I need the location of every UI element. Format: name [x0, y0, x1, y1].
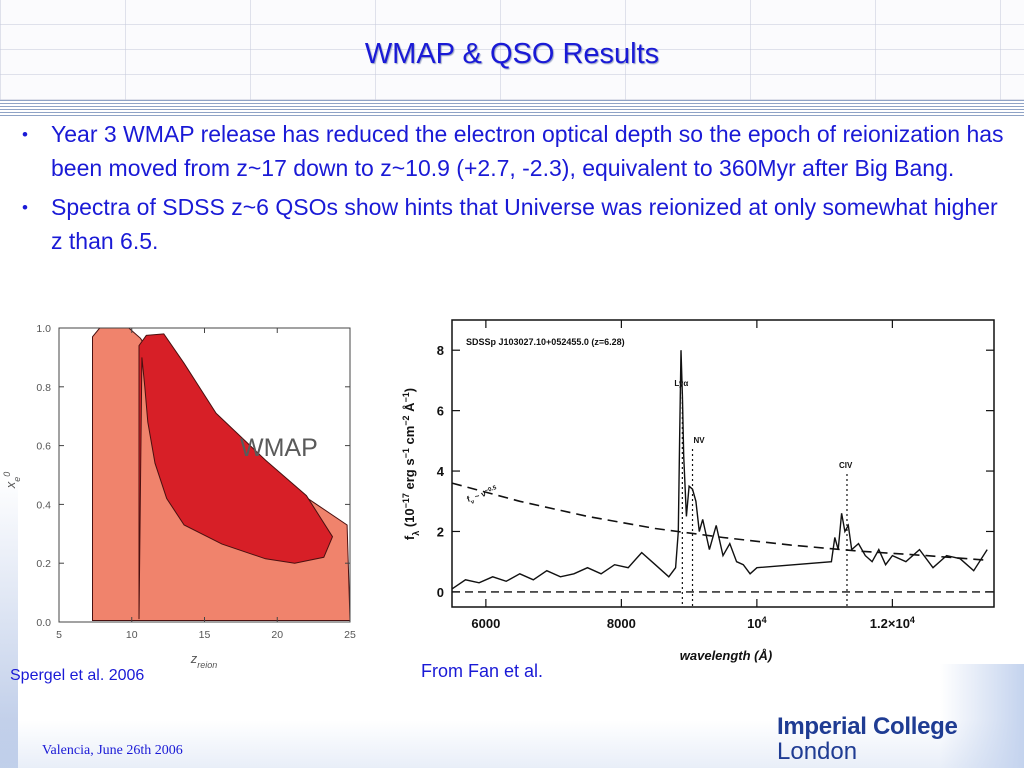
qso-spectrum-chart: 6000 8000 104 1.2×104 0 2 4 6 8 Lyα NV CIV SDSSp J…: [401, 319, 995, 663]
spectrum-x-axis-label: wavelength (Å): [680, 648, 772, 663]
bullet-text: Year 3 WMAP release has reduced the elec…: [51, 121, 1004, 181]
header-divider: [0, 100, 1024, 116]
spectrum-title: SDSSp J103027.10+052455.0 (z=6.28): [466, 337, 625, 347]
spectrum-frame: [451, 319, 995, 608]
x-tick-label: 8000: [607, 616, 636, 631]
y-tick-label: 0.2: [36, 558, 51, 570]
y-tick-label: 0: [437, 585, 444, 600]
footer-date: Valencia, June 26th 2006: [42, 743, 183, 758]
y-tick-label: 0.0: [36, 617, 51, 629]
x-tick-label: 15: [199, 629, 211, 641]
logo-line-1: Imperial College: [777, 713, 958, 740]
y-tick-label: 0.4: [36, 499, 51, 511]
y-tick-label: 8: [437, 343, 444, 358]
emission-line-label: CIV: [839, 461, 853, 470]
bullet-item: • Spectra of SDSS z~6 QSOs show hints th…: [22, 191, 1007, 258]
x-tick-label: 6000: [471, 616, 500, 631]
footer-background: [0, 720, 1024, 768]
y-tick-label: 6: [437, 404, 444, 419]
slide-title: WMAP & QSO Results: [364, 38, 660, 70]
bullet-icon: •: [22, 125, 28, 144]
emission-line-label: Lyα: [674, 379, 688, 388]
y-tick-label: 2: [437, 524, 444, 539]
bullet-text: Spectra of SDSS z~6 QSOs show hints that…: [51, 194, 998, 254]
spectrum-y-axis-label: fλ (10−17 erg s−1 cm−2 Å−1): [401, 388, 421, 540]
emission-line-label: NV: [694, 436, 706, 445]
wmap-annotation: WMAP: [240, 434, 318, 462]
x-tick-label: 104: [747, 615, 766, 631]
x-tick-label: 1.2×104: [870, 615, 915, 631]
wmap-contour-chart: 5 10 15 20 25 0.0 0.2 0.4 0.6 0.8 1.0 xe0 zreion: [2, 323, 356, 668]
x-tick-label: 10: [126, 629, 138, 641]
x-tick-label: 20: [271, 629, 283, 641]
wmap-caption: Spergel et al. 2006: [10, 667, 145, 684]
bullet-list: • Year 3 WMAP release has reduced the el…: [22, 118, 1007, 264]
imperial-college-logo: Imperial College London: [777, 714, 958, 764]
y-tick-label: 0.8: [36, 382, 51, 394]
x-tick-label: 5: [56, 629, 62, 641]
x-tick-label: 25: [344, 629, 356, 641]
flux-series-line: [451, 350, 988, 590]
left-decoration: [0, 116, 18, 768]
y-tick-label: 0.6: [36, 441, 51, 453]
y-tick-label: 1.0: [36, 323, 51, 335]
wmap-x-axis-label: zreion: [190, 651, 218, 668]
contour-region-inner: [138, 333, 334, 620]
corner-decoration: [940, 664, 1024, 768]
bullet-icon: •: [22, 198, 28, 217]
spectrum-caption: From Fan et al.: [421, 661, 544, 681]
wmap-y-axis-label: xe0: [2, 472, 22, 490]
y-tick-label: 4: [437, 464, 445, 479]
header-background: [0, 0, 1024, 100]
bullet-item: • Year 3 WMAP release has reduced the el…: [22, 118, 1007, 185]
logo-line-2: London: [777, 738, 858, 765]
powerlaw-series-line: [451, 482, 988, 561]
